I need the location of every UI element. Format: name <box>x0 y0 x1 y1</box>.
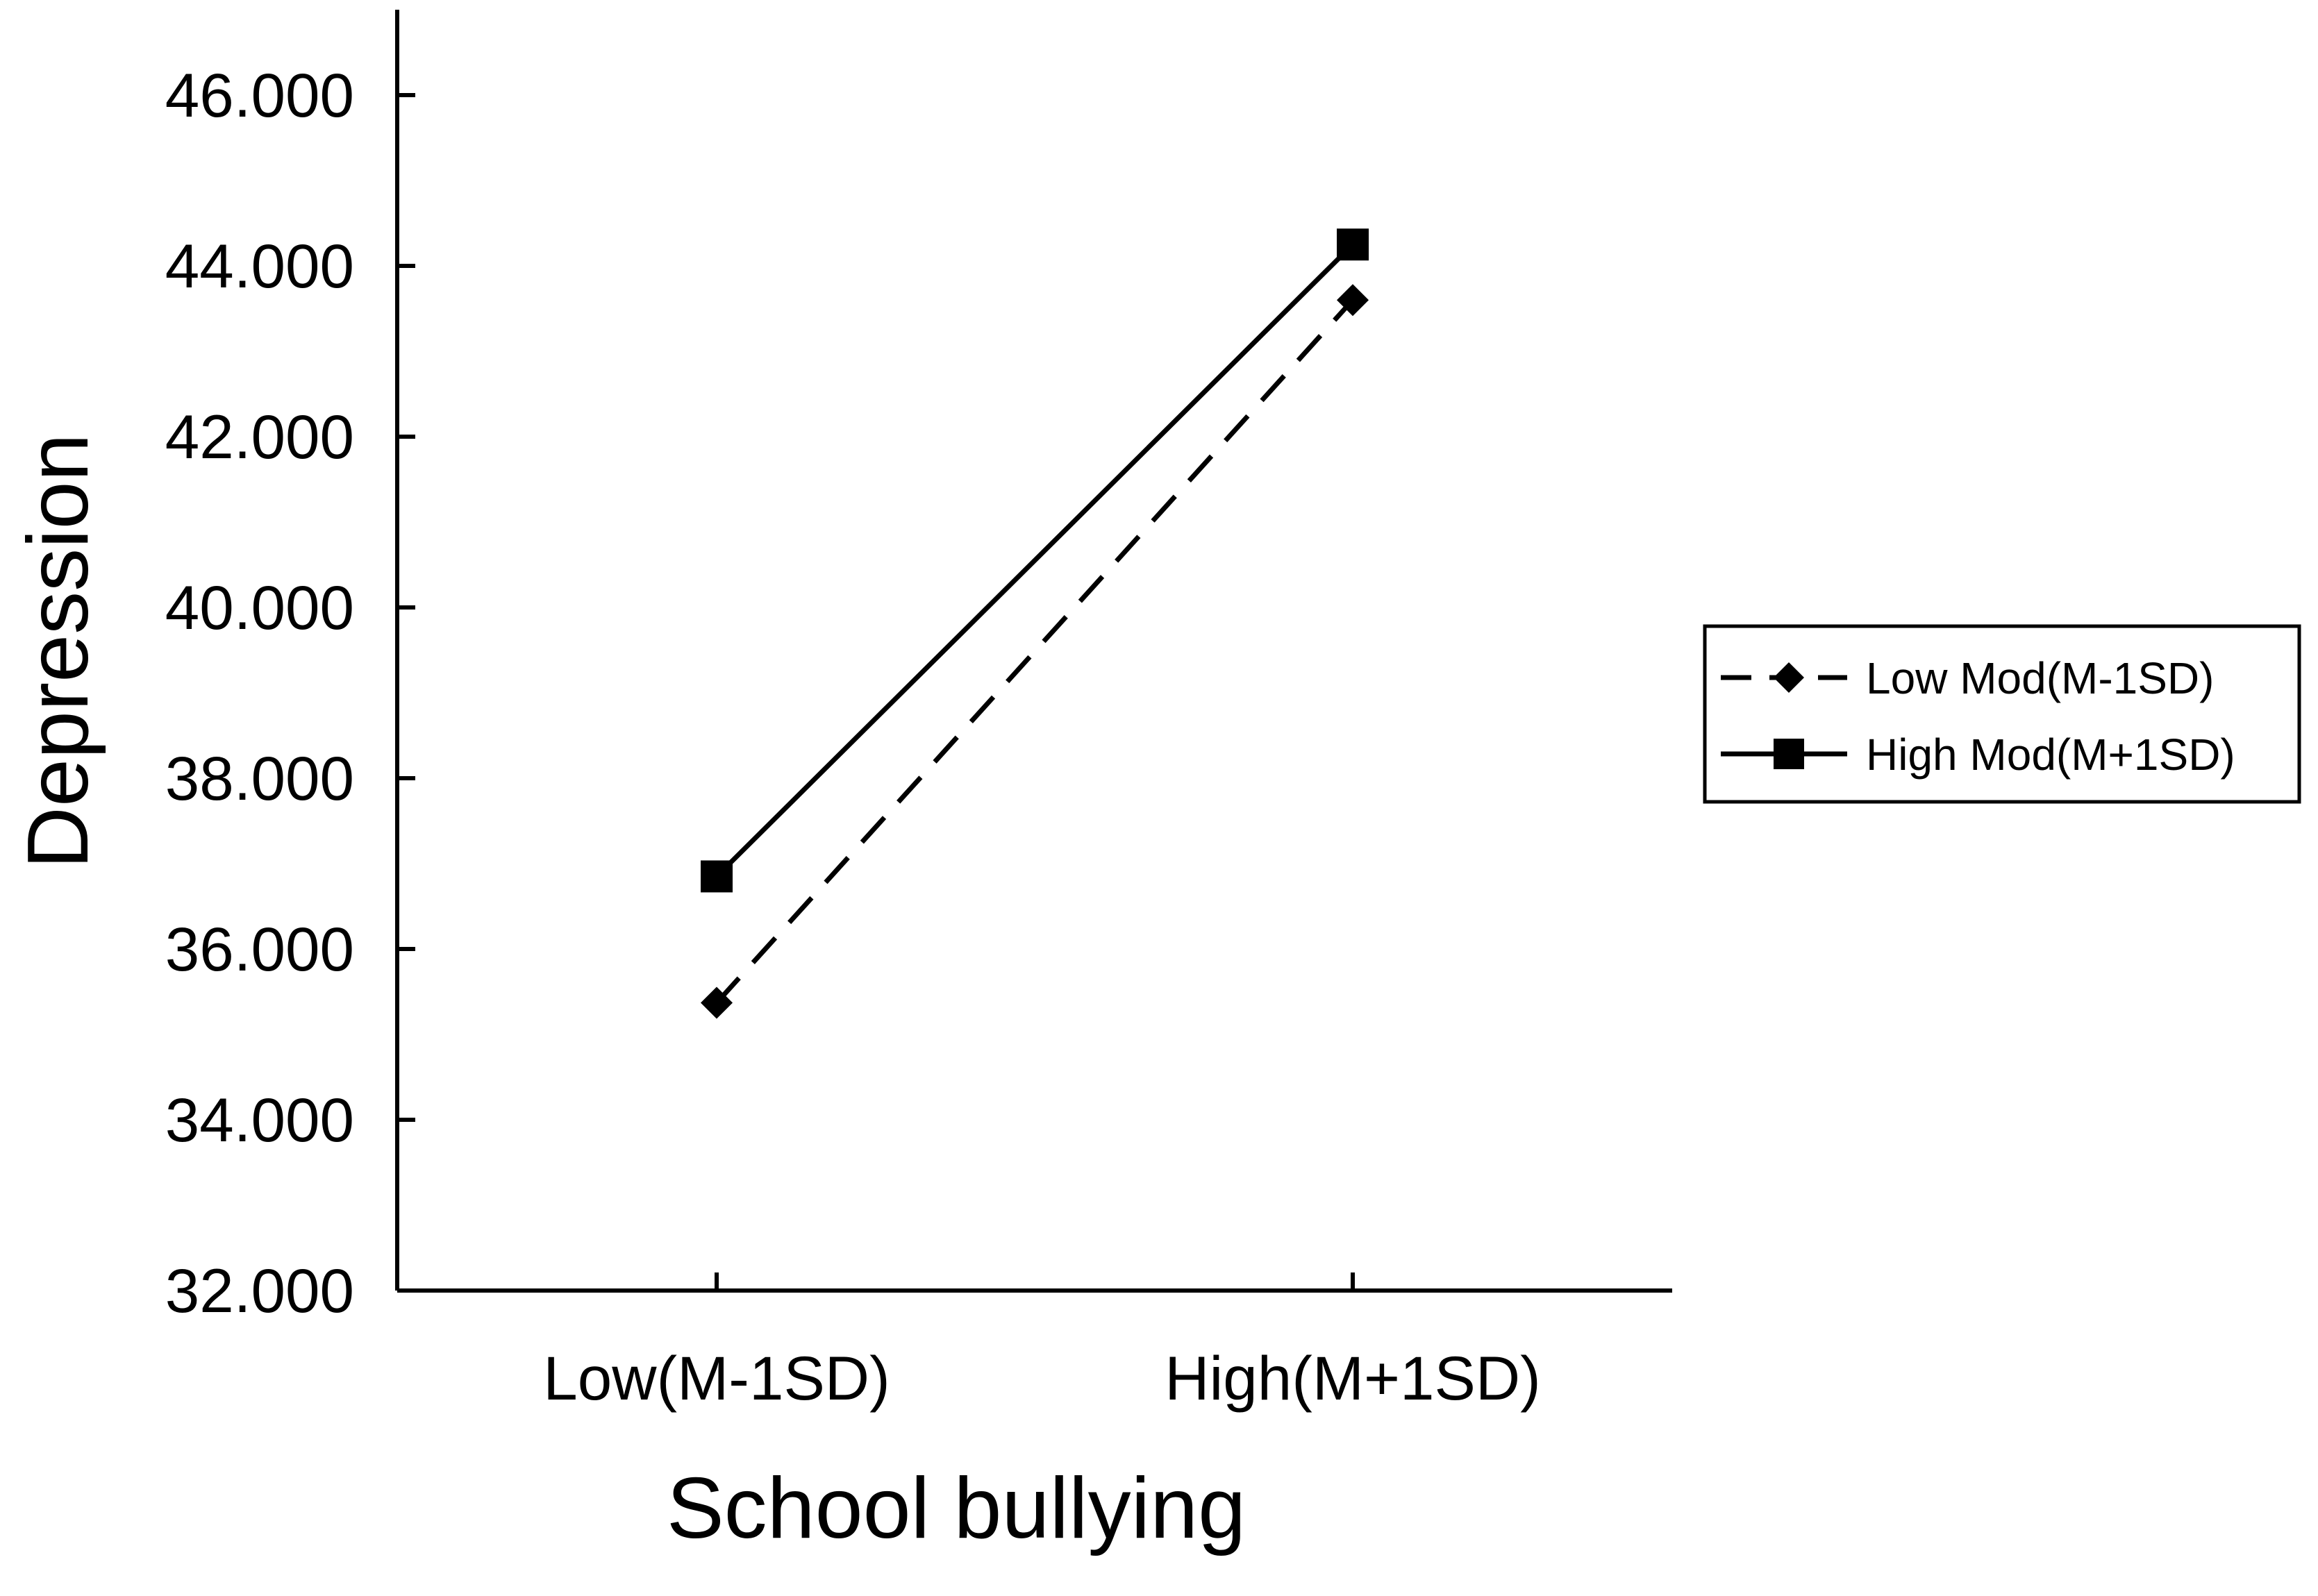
x-axis-title: School bullying <box>667 1461 1246 1556</box>
y-tick-label: 44.000 <box>165 231 354 301</box>
legend-square-marker <box>1774 739 1804 769</box>
axes <box>395 10 1672 1293</box>
series-line <box>715 242 1355 878</box>
legend: Low Mod(M-1SD) High Mod(M+1SD) <box>1703 624 2301 804</box>
y-tick-label: 36.000 <box>165 914 354 984</box>
y-tick-label: 42.000 <box>165 402 354 471</box>
series-1 <box>701 284 1369 1019</box>
series-line <box>715 298 1355 1005</box>
legend-box <box>1703 624 2301 804</box>
y-tick-label: 46.000 <box>165 60 354 130</box>
y-tick-label: 38.000 <box>165 744 354 813</box>
legend-label: High Mod(M+1SD) <box>1866 730 2235 780</box>
y-tick-label: 32.000 <box>165 1256 354 1325</box>
x-axis-ticks: Low(M-1SD) High(M+1SD) <box>543 1272 1541 1413</box>
series-layer <box>701 228 1369 1019</box>
y-axis-ticks: 32.000 34.000 36.000 38.000 40.000 42.000 44.0… <box>165 60 415 1325</box>
diamond-marker <box>701 986 733 1019</box>
series-2 <box>701 228 1369 893</box>
legend-diamond-marker <box>1774 662 1804 693</box>
y-tick-label: 34.000 <box>165 1085 354 1154</box>
square-marker <box>701 860 733 893</box>
y-tick-label: 40.000 <box>165 573 354 642</box>
x-tick-label: High(M+1SD) <box>1165 1343 1541 1413</box>
square-marker <box>1337 228 1369 261</box>
diamond-marker <box>1337 284 1369 317</box>
legend-label: Low Mod(M-1SD) <box>1866 653 2214 703</box>
x-tick-label: Low(M-1SD) <box>543 1343 890 1413</box>
y-axis-title: Depression <box>10 433 106 868</box>
